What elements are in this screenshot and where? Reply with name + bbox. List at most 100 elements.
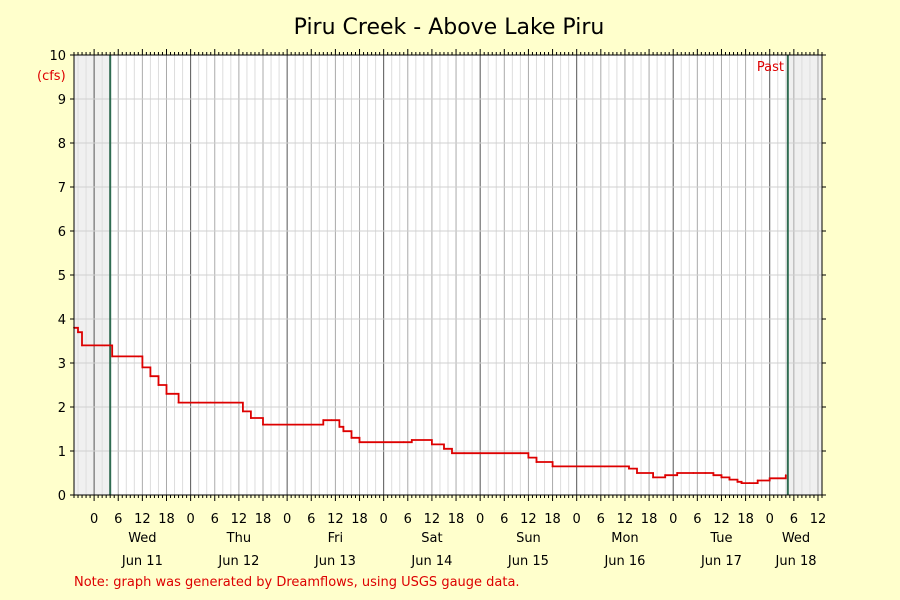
data-point: [342, 430, 345, 433]
x-hour-label: 0: [186, 512, 194, 527]
data-point: [720, 476, 723, 479]
data-point: [535, 461, 538, 463]
data-point: [463, 452, 465, 455]
y-tick-label: 9: [58, 93, 66, 108]
series-layer: [73, 326, 787, 485]
data-point: [410, 439, 413, 441]
data-point: [402, 441, 405, 444]
x-day-weekday-label: Wed: [128, 531, 156, 546]
x-day-date-label: Jun 17: [700, 554, 742, 569]
x-hour-label: 0: [476, 512, 484, 527]
x-day-date-label: Jun 11: [121, 554, 163, 569]
x-hour-label: 18: [641, 512, 658, 527]
data-point: [262, 423, 264, 426]
data-point: [157, 384, 160, 386]
data-point: [519, 452, 522, 455]
x-day-weekday-label: Mon: [611, 531, 638, 546]
x-hour-label: 12: [713, 512, 730, 527]
x-hour-label: 18: [448, 512, 465, 527]
data-point: [250, 417, 252, 419]
x-hour-label: 12: [810, 512, 827, 527]
x-hour-label: 0: [766, 512, 774, 527]
data-point: [111, 355, 114, 358]
y-tick-label: 7: [58, 181, 66, 196]
data-point: [197, 401, 200, 404]
data-point: [603, 465, 606, 468]
x-hour-label: 0: [90, 512, 98, 527]
x-hour-label: 18: [158, 512, 175, 527]
x-hour-label: 6: [597, 512, 605, 527]
data-point: [81, 344, 83, 347]
x-hour-label: 12: [231, 512, 248, 527]
x-hour-label: 0: [283, 512, 291, 527]
data-point: [242, 410, 244, 413]
x-day-weekday-label: Sun: [516, 531, 541, 546]
data-point: [527, 456, 530, 459]
x-hour-label: 6: [307, 512, 315, 527]
y-tick-label: 2: [58, 401, 66, 416]
x-hour-label: 18: [544, 512, 561, 527]
data-point: [443, 447, 445, 450]
x-hour-label: 0: [573, 512, 581, 527]
y-tick-label: 6: [58, 225, 66, 240]
y-tick-label: 8: [58, 137, 66, 152]
y-tick-label: 3: [58, 357, 66, 372]
x-hour-label: 6: [500, 512, 508, 527]
data-point: [266, 423, 268, 426]
data-point: [736, 480, 739, 483]
data-point: [382, 441, 385, 444]
data-point: [330, 419, 333, 422]
y-tick-label: 10: [49, 49, 66, 64]
x-hour-label: 6: [211, 512, 219, 527]
data-point: [149, 375, 152, 378]
x-day-weekday-label: Tue: [709, 531, 732, 546]
x-day-weekday-label: Wed: [782, 531, 810, 546]
data-point: [350, 436, 353, 439]
data-point: [431, 443, 433, 446]
x-hour-label: 6: [790, 512, 798, 527]
past-label: Past: [757, 60, 784, 75]
data-point: [728, 478, 731, 481]
data-point: [209, 401, 212, 404]
x-hour-label: 18: [255, 512, 272, 527]
data-point: [338, 425, 341, 428]
data-point: [358, 441, 361, 444]
x-day-weekday-label: Thu: [226, 531, 251, 546]
x-hour-label: 6: [404, 512, 412, 527]
unit-label: (cfs): [37, 69, 66, 84]
x-hour-label: 0: [669, 512, 677, 527]
y-tick-label: 4: [58, 313, 66, 328]
data-point: [628, 467, 630, 470]
x-hour-label: 6: [693, 512, 701, 527]
x-hour-label: 12: [617, 512, 634, 527]
data-point: [451, 452, 453, 455]
x-hour-label: 12: [424, 512, 441, 527]
data-point: [310, 423, 313, 426]
x-day-date-label: Jun 18: [775, 554, 817, 569]
y-tick-label: 0: [58, 489, 66, 504]
x-day-weekday-label: Sat: [421, 531, 442, 546]
x-day-date-label: Jun 14: [410, 554, 452, 569]
x-hour-label: 6: [114, 512, 122, 527]
x-day-weekday-label: Fri: [328, 531, 344, 546]
data-point: [141, 366, 144, 369]
data-point: [77, 331, 79, 334]
data-point: [137, 355, 140, 358]
data-point: [165, 392, 168, 395]
x-hour-label: 12: [327, 512, 344, 527]
data-point: [664, 474, 667, 477]
footnote: Note: graph was generated by Dreamflows,…: [74, 575, 520, 590]
data-point: [93, 344, 96, 347]
data-point: [652, 476, 654, 479]
x-hour-label: 12: [134, 512, 151, 527]
data-point: [103, 344, 106, 347]
data-point: [756, 479, 759, 482]
data-point: [322, 419, 325, 422]
data-point: [748, 482, 751, 485]
data-point: [620, 465, 622, 468]
data-point: [740, 482, 743, 485]
data-point: [704, 472, 707, 474]
x-hour-label: 0: [380, 512, 388, 527]
